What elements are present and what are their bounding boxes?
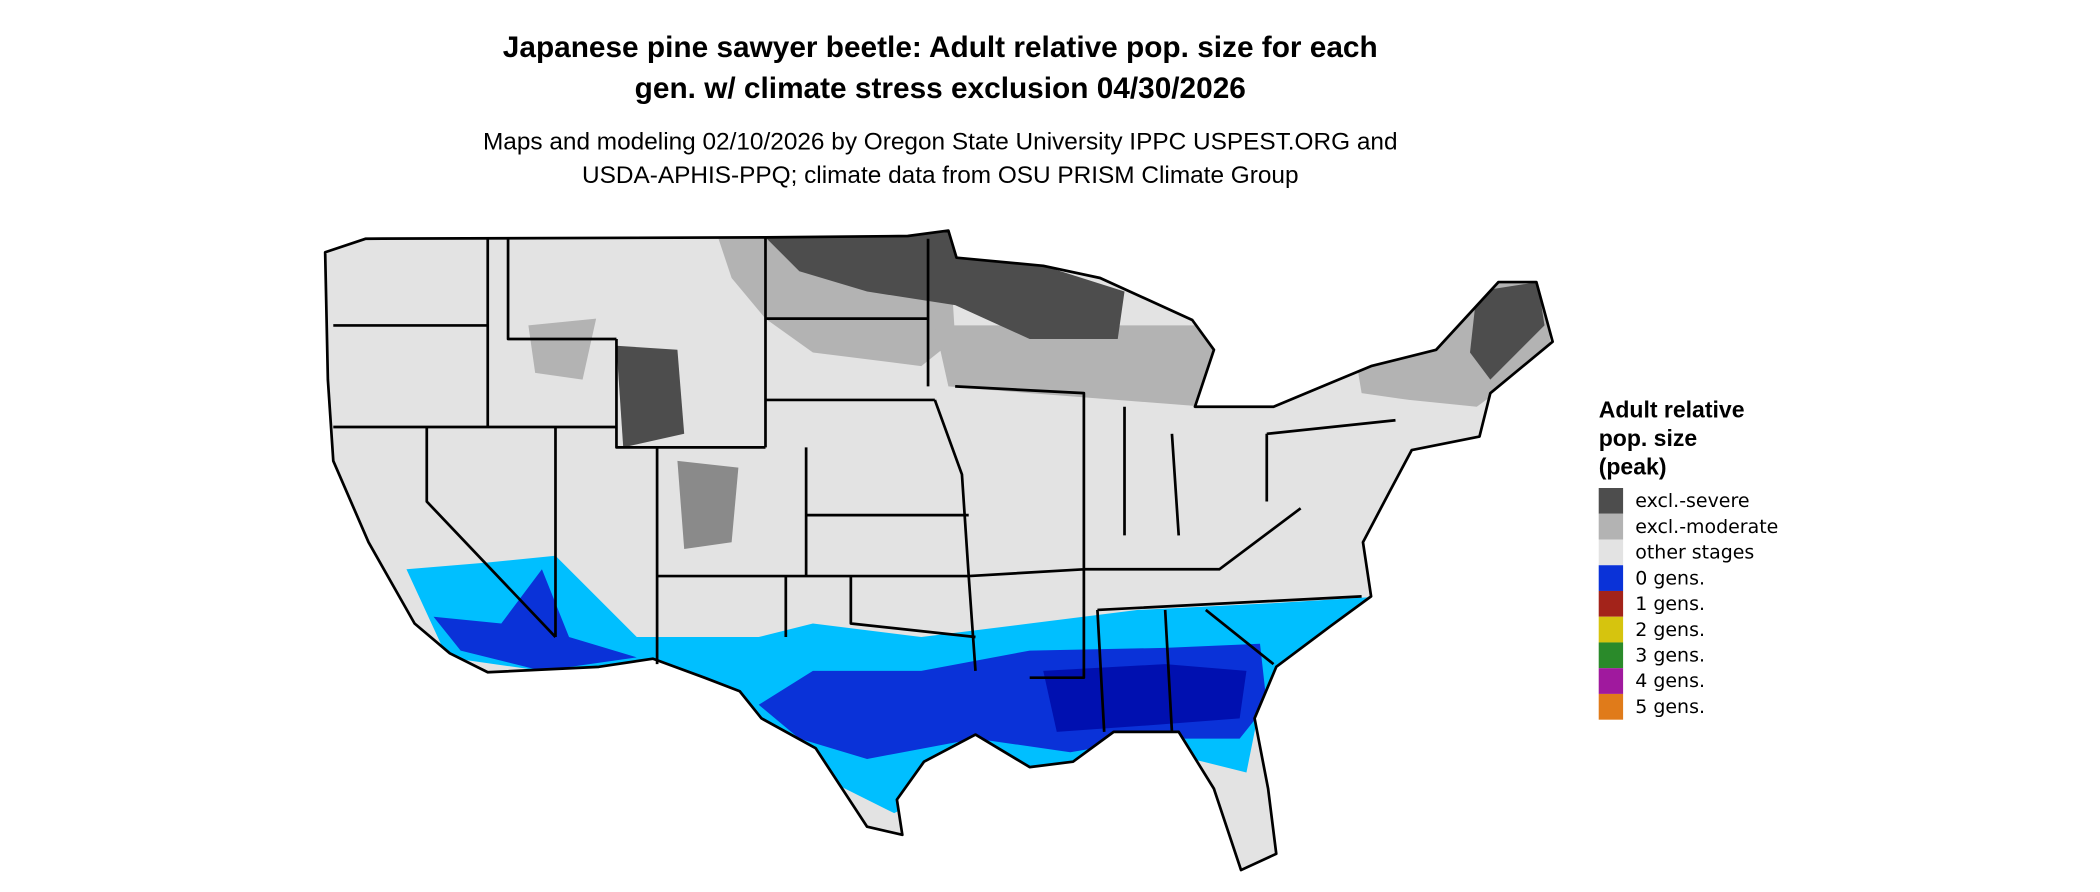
legend-swatch <box>1598 590 1624 617</box>
region-zero-dark <box>1043 664 1247 732</box>
legend-swatch <box>1598 488 1624 514</box>
legend-label: 4 gens. <box>1635 670 1705 692</box>
legend-title-line: (peak) <box>1599 453 1667 479</box>
title-line: Japanese pine sawyer beetle: Adult relat… <box>503 31 1378 64</box>
legend-label: 1 gens. <box>1635 593 1705 615</box>
region-severe <box>1470 282 1545 380</box>
legend-label: 5 gens. <box>1635 696 1705 718</box>
legend-swatch <box>1598 668 1624 694</box>
legend-label: 3 gens. <box>1635 645 1705 667</box>
region-severe <box>677 460 739 549</box>
legend-swatch <box>1598 539 1624 566</box>
state-borders <box>333 237 1396 732</box>
legend-title-line: pop. size <box>1599 425 1698 451</box>
region-severe <box>616 345 685 448</box>
legend-swatch <box>1598 693 1624 720</box>
map-area <box>325 230 1553 871</box>
country-border <box>323 229 1554 872</box>
subtitle-line: Maps and modeling 02/10/2026 by Oregon S… <box>483 128 1398 155</box>
legend-title-line: Adult relative <box>1599 397 1745 423</box>
region-severe <box>765 230 1125 339</box>
region-moderate <box>528 318 597 380</box>
legend-swatch <box>1598 642 1624 669</box>
legend-label: 0 gens. <box>1635 567 1705 589</box>
legend-label: 2 gens. <box>1635 619 1705 641</box>
region-zero <box>433 569 637 671</box>
region-moderate <box>934 325 1220 407</box>
subtitle-line: USDA-APHIS-PPQ; climate data from OSU PR… <box>582 162 1299 189</box>
legend-swatch <box>1598 616 1624 643</box>
legend-swatch <box>1598 565 1624 591</box>
legend-swatch <box>1598 513 1624 540</box>
legend-label: excl.-moderate <box>1635 516 1778 538</box>
legend-label: other stages <box>1635 542 1754 564</box>
legend-label: excl.-severe <box>1635 490 1749 512</box>
title-line: gen. w/ climate stress exclusion 04/30/2… <box>635 72 1246 105</box>
